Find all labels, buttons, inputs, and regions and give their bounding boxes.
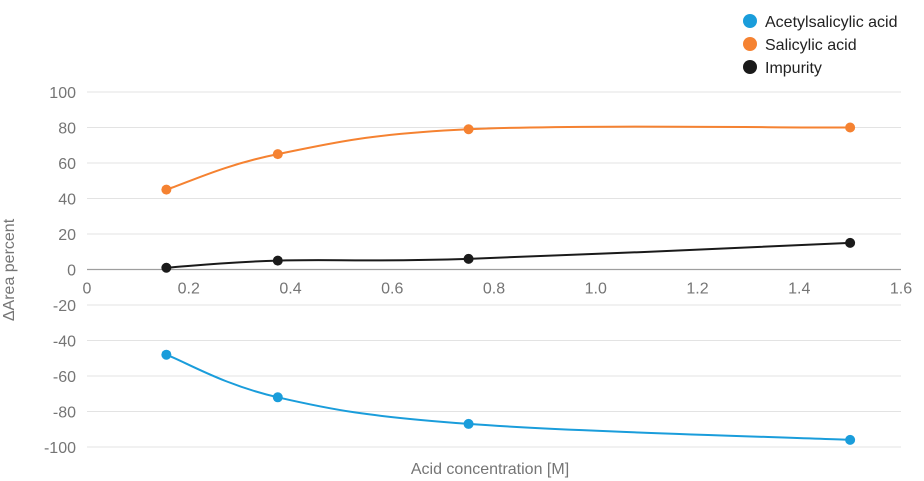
- x-tick-label: 1.0: [585, 281, 607, 298]
- data-point: [161, 262, 172, 273]
- legend: Acetylsalicylic acid Salicylic acid Impuri…: [743, 14, 897, 77]
- x-axis-title: Acid concentration [M]: [411, 461, 569, 478]
- series-points: [161, 122, 856, 445]
- y-tick-label: 100: [49, 85, 76, 102]
- data-point: [272, 255, 283, 266]
- x-axis-ticks: 0 0.2 0.4 0.6 0.8 1.0 1.2 1.4 1.6: [83, 281, 913, 298]
- data-point: [463, 124, 474, 135]
- data-point: [845, 122, 856, 133]
- y-tick-label: 80: [58, 121, 76, 138]
- x-tick-label: 1.4: [788, 281, 810, 298]
- y-tick-label: -100: [44, 440, 76, 457]
- y-tick-label: 60: [58, 156, 76, 173]
- x-tick-label: 1.6: [890, 281, 912, 298]
- data-point: [272, 149, 283, 160]
- y-tick-label: -80: [53, 405, 76, 422]
- x-tick-label: 0: [83, 281, 92, 298]
- legend-label: Acetylsalicylic acid: [765, 14, 897, 31]
- legend-marker: [743, 14, 757, 28]
- x-tick-label: 0.6: [381, 281, 403, 298]
- y-tick-label: -40: [53, 334, 76, 351]
- y-tick-label: 40: [58, 192, 76, 209]
- legend-marker: [743, 37, 757, 51]
- legend-marker: [743, 60, 757, 74]
- series-lines: [166, 125, 851, 441]
- x-tick-label: 0.4: [279, 281, 301, 298]
- y-tick-label: 0: [67, 263, 76, 280]
- x-tick-label: 0.2: [178, 281, 200, 298]
- data-point: [463, 253, 474, 264]
- y-axis-ticks: 100 80 60 40 20 0 -20 -40 -60 -80 -100: [44, 85, 76, 457]
- y-axis-title: ΔArea percent: [1, 218, 18, 321]
- legend-label: Salicylic acid: [765, 37, 857, 54]
- series-line: [166, 241, 851, 269]
- series-line: [166, 353, 851, 441]
- y-tick-label: 20: [58, 227, 76, 244]
- series-line: [166, 125, 851, 191]
- legend-label: Impurity: [765, 60, 822, 77]
- data-point: [161, 184, 172, 195]
- x-tick-label: 1.2: [686, 281, 708, 298]
- y-tick-label: -20: [53, 298, 76, 315]
- data-point: [845, 237, 856, 248]
- data-point: [463, 418, 474, 429]
- gridlines: [87, 91, 901, 448]
- x-tick-label: 0.8: [483, 281, 505, 298]
- data-point: [272, 392, 283, 403]
- y-tick-label: -60: [53, 369, 76, 386]
- data-point: [845, 434, 856, 445]
- data-point: [161, 349, 172, 360]
